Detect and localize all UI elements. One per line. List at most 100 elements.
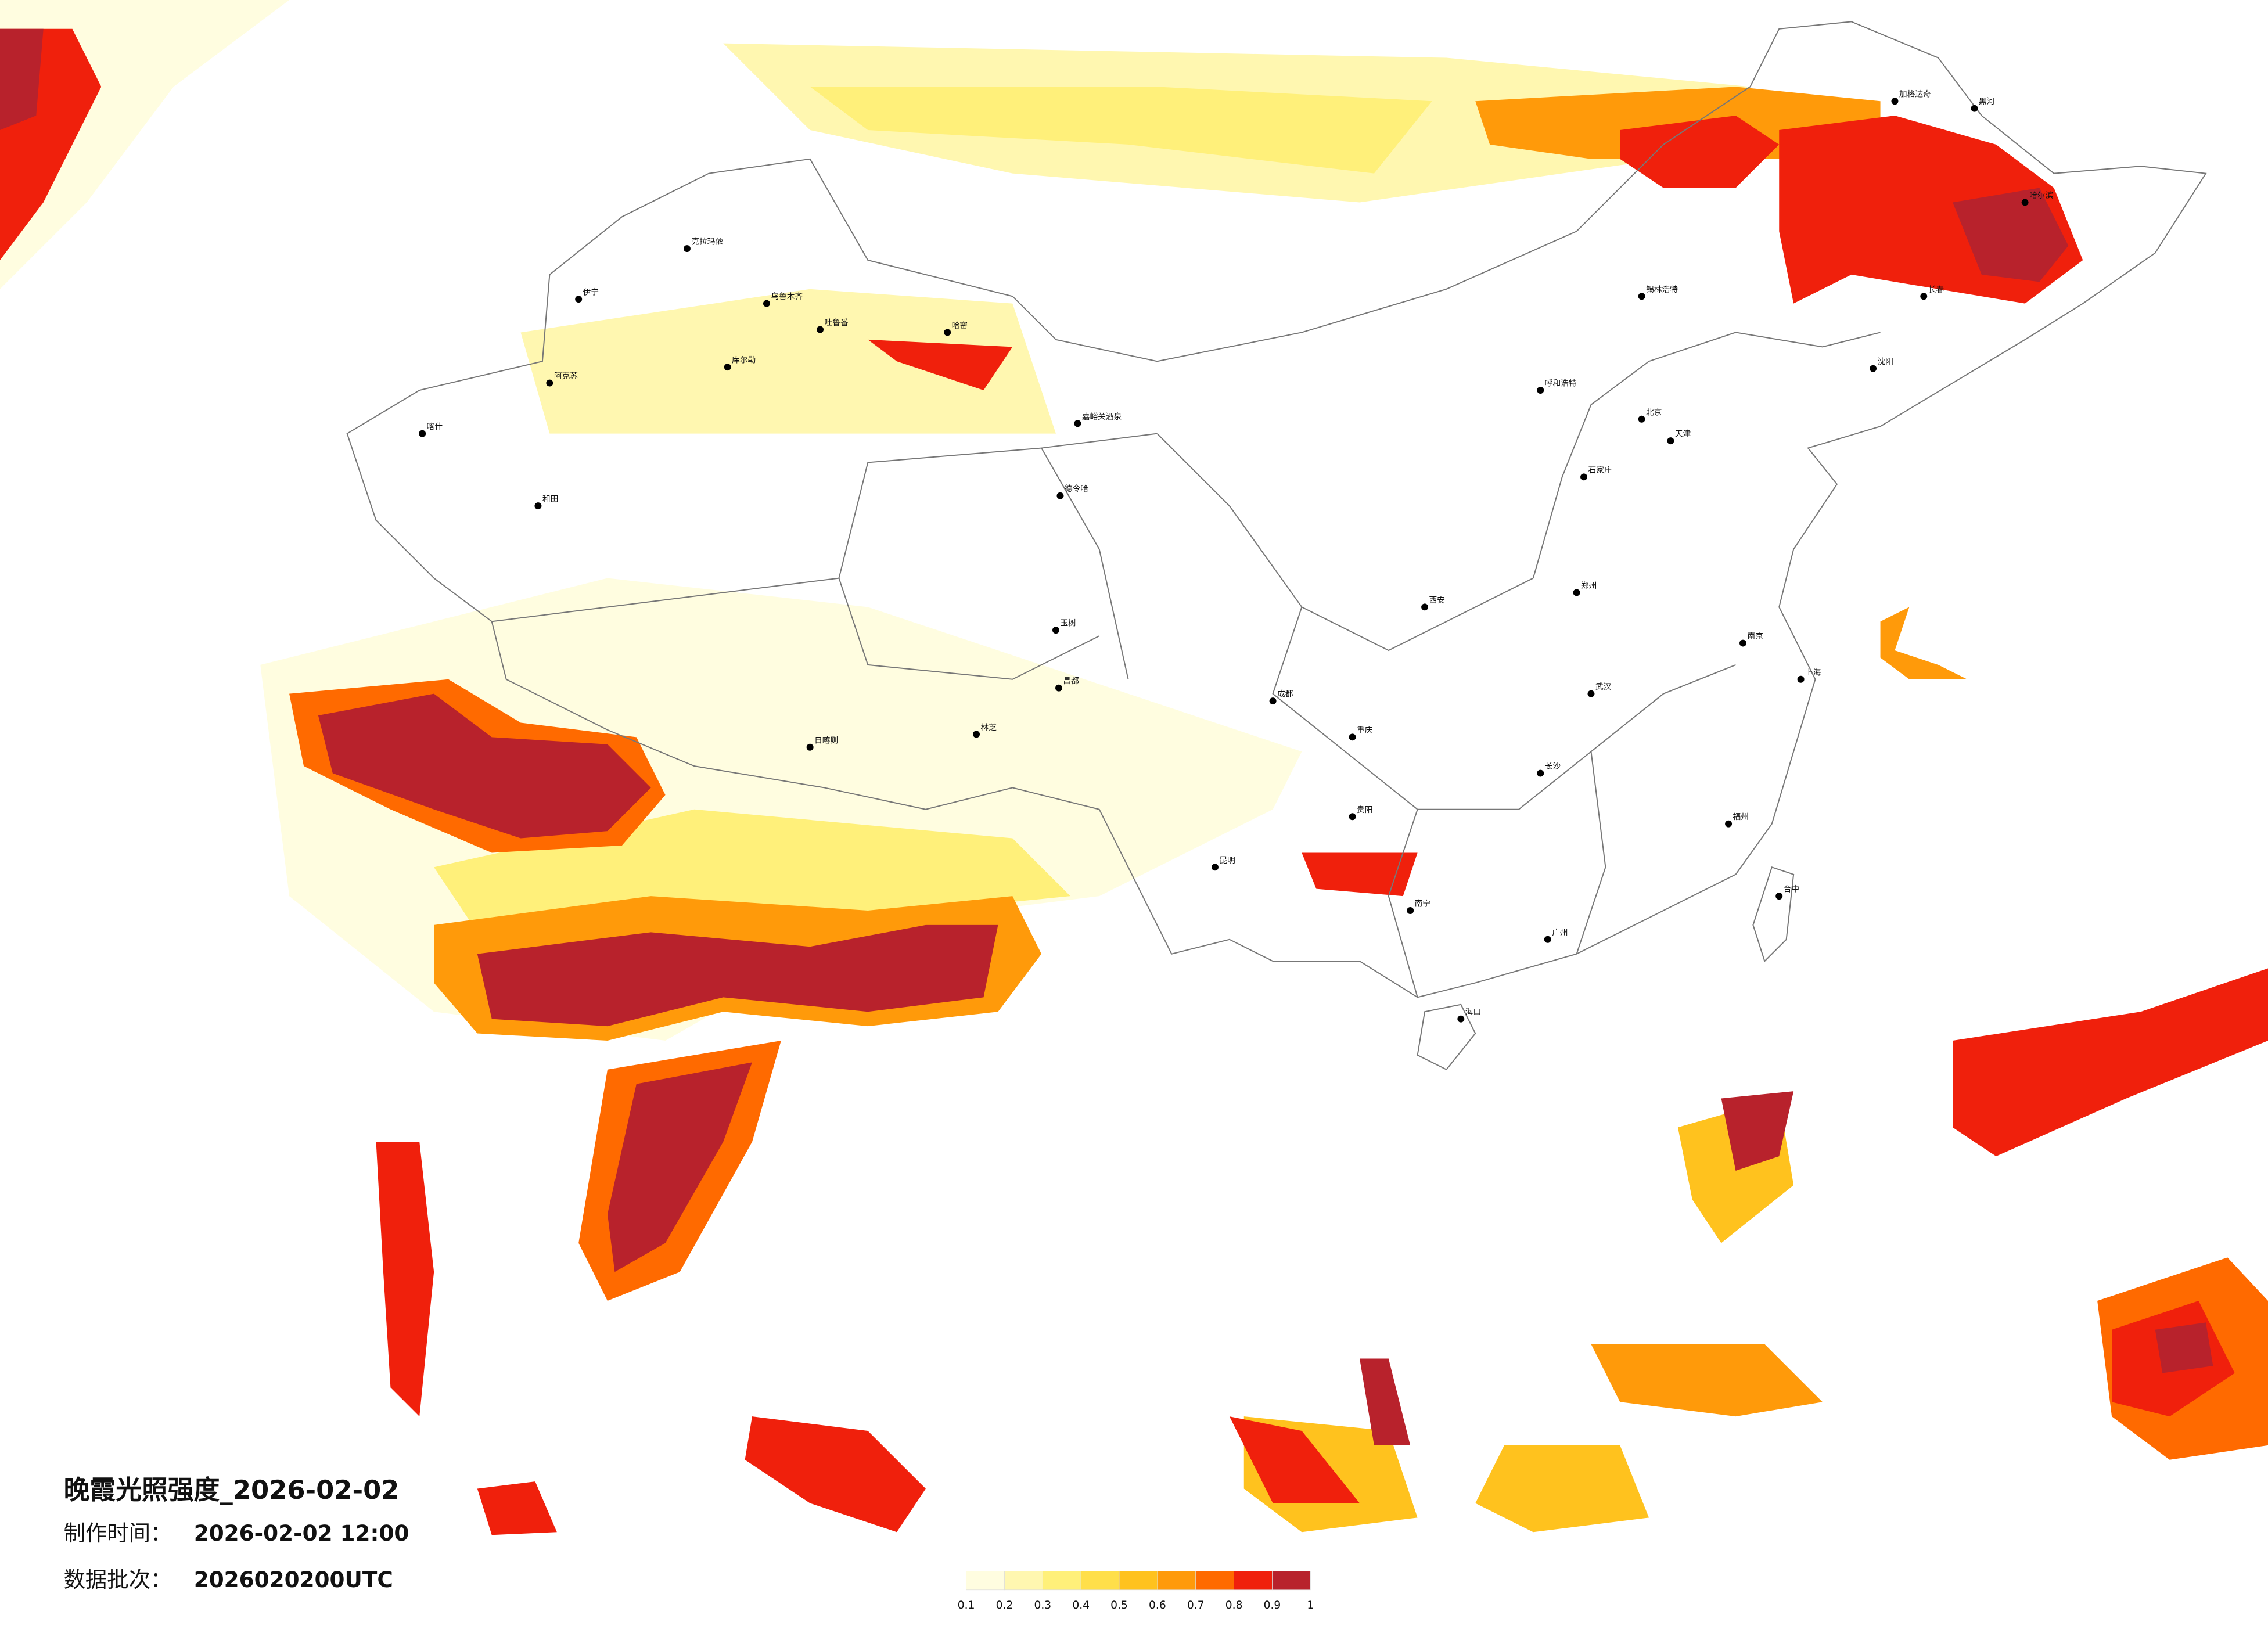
city-label: 加格达奇 [1899,89,1931,99]
city-label: 和田 [542,495,558,504]
city-label: 上海 [1805,668,1821,677]
city-dot [1667,437,1674,445]
city-dot [763,300,770,307]
city-label: 石家庄 [1588,465,1612,475]
colorbar-label: 0.2 [996,1599,1013,1611]
colorbar-swatch [1195,1571,1234,1591]
city-label: 沈阳 [1878,357,1893,366]
city-label: 喀什 [427,422,443,431]
city-label: 西安 [1429,596,1445,605]
colorbar-label: 0.8 [1225,1599,1243,1611]
city-dot [1211,864,1219,871]
city-dot [1052,627,1059,634]
city-dot [1573,589,1580,596]
city-label: 海口 [1465,1008,1481,1017]
colorbar-swatch [1272,1571,1311,1591]
city-dot [944,329,951,336]
city-label: 南京 [1747,632,1763,641]
city-label: 黑河 [1979,97,1995,106]
city-label: 吐鲁番 [825,318,849,328]
city-dot [1725,820,1733,828]
city-dot [1775,893,1783,900]
city-dot [1074,420,1081,427]
city-label: 日喀则 [814,736,838,745]
city-dot [817,326,824,333]
city-label: 北京 [1646,408,1662,417]
city-label: 哈尔滨 [2029,191,2053,200]
city-label: 乌鲁木齐 [771,292,803,301]
province-lines [491,332,1881,998]
city-dot [1349,733,1356,741]
city-dot [806,743,814,751]
city-dot [1544,936,1551,943]
city-label: 阿克苏 [554,372,578,381]
colorbar-label: 0.1 [958,1599,975,1611]
city-dot [683,245,691,253]
city-label: 呼和浩特 [1545,379,1577,388]
city-dot [1638,415,1645,423]
city-label: 锡林浩特 [1646,285,1678,294]
made-label: 制作时间： [64,1520,172,1546]
city-label: 福州 [1733,812,1749,822]
colorbar-label: 0.7 [1187,1599,1205,1611]
hainan [1417,1003,1476,1071]
city-dot [546,379,553,387]
city-dot [575,296,583,303]
city-label: 郑州 [1581,581,1597,591]
city-dot [1971,105,1978,112]
colorbar-label: 1 [1307,1599,1314,1611]
city-label: 克拉玛依 [691,238,723,247]
city-dot [1056,492,1064,499]
city-label: 玉树 [1060,619,1076,628]
city-dot [973,731,980,738]
city-label: 伊宁 [583,287,599,297]
city-label: 贵阳 [1357,805,1372,815]
city-label: 长沙 [1545,762,1561,771]
city-dot [1407,907,1414,914]
city-label: 昆明 [1219,856,1235,865]
city-dot [1920,293,1928,300]
city-dot [2021,199,2029,206]
colorbar-swatch [1234,1571,1273,1591]
batch-value: 2026020200UTC [194,1567,393,1592]
colorbar-label: 0.4 [1072,1599,1090,1611]
city-dot [1870,365,1877,372]
colorbar-swatch [1004,1571,1043,1591]
colorbar-swatch [1080,1571,1120,1591]
city-dot [1580,473,1588,481]
city-label: 库尔勒 [732,356,756,365]
city-label: 昌都 [1063,677,1079,686]
colorbar-label: 0.3 [1034,1599,1051,1611]
city-dot [1891,98,1899,105]
city-dot [1638,293,1645,300]
city-dot [1421,603,1429,611]
city-label: 台中 [1784,885,1799,894]
city-dot [534,502,542,510]
boundaries [346,21,2207,1071]
city-label: 武汉 [1595,682,1612,692]
city-label: 林芝 [981,723,997,732]
made-value: 2026-02-02 12:00 [194,1520,409,1546]
city-dot [1739,639,1746,647]
city-dot [1055,684,1062,692]
colorbar-label: 0.6 [1149,1599,1166,1611]
city-dot [1537,387,1544,394]
city-label: 广州 [1552,928,1568,937]
city-label: 德令哈 [1065,484,1088,494]
city-label: 重庆 [1357,726,1373,735]
batch-label: 数据批次： [64,1567,172,1592]
city-label: 天津 [1675,430,1691,439]
city-dot [1269,697,1277,705]
intensity-layer [0,0,2268,1535]
city-label: 哈密 [952,321,968,330]
city-label: 南宁 [1415,899,1430,909]
taiwan [1752,866,1795,962]
title: 晚霞光照强度_2026-02-02 [64,1474,400,1505]
city-dot [419,430,426,437]
colorbar-label: 0.5 [1110,1599,1128,1611]
colorbar-label: 0.9 [1264,1599,1281,1611]
city-dot [1457,1015,1465,1023]
